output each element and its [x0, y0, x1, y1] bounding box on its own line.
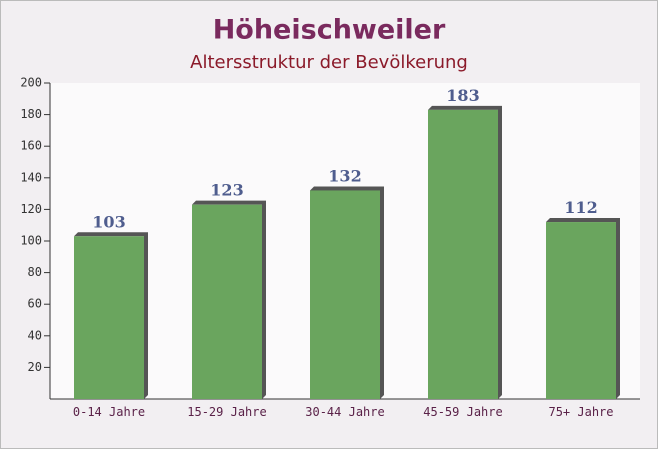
y-tick-label: 20: [28, 360, 42, 374]
value-label: 123: [210, 181, 243, 200]
y-tick-label: 180: [20, 107, 42, 121]
x-tick-label: 75+ Jahre: [548, 405, 613, 419]
value-label: 132: [328, 166, 361, 185]
chart-subtitle: Altersstruktur der Bevölkerung: [190, 52, 468, 73]
y-tick-label: 120: [20, 202, 42, 216]
y-tick-label: 60: [28, 297, 42, 311]
y-tick-label: 160: [20, 139, 42, 153]
value-label: 183: [446, 86, 479, 105]
y-tick-label: 100: [20, 234, 42, 248]
y-tick-label: 140: [20, 170, 42, 184]
x-tick-label: 0-14 Jahre: [73, 405, 145, 419]
x-tick-label: 15-29 Jahre: [187, 405, 266, 419]
bar: [192, 204, 262, 399]
y-tick-label: 200: [20, 76, 42, 90]
y-tick-label: 80: [28, 265, 42, 279]
value-label: 103: [92, 212, 125, 231]
bar: [310, 190, 380, 399]
bar: [546, 222, 616, 399]
x-tick-label: 30-44 Jahre: [305, 405, 384, 419]
bar: [428, 109, 498, 400]
x-tick-label: 45-59 Jahre: [423, 405, 502, 419]
value-label: 112: [564, 198, 597, 217]
y-tick-label: 40: [28, 328, 42, 342]
chart-title: Höheischweiler: [213, 15, 446, 46]
bar: [74, 236, 144, 399]
